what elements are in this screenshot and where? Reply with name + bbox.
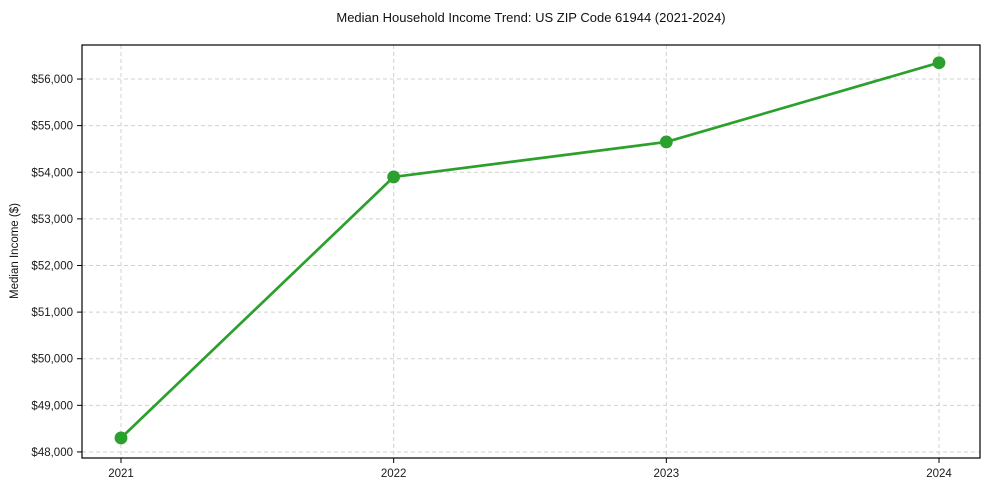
y-tick-label: $49,000	[31, 400, 73, 412]
y-tick-label: $52,000	[31, 260, 73, 272]
x-tick-label: 2023	[654, 468, 680, 480]
y-tick-label: $55,000	[31, 121, 73, 133]
data-point	[932, 56, 946, 70]
y-tick-label: $51,000	[31, 307, 73, 319]
y-tick-label: $56,000	[31, 74, 73, 86]
plot-frame	[81, 44, 981, 459]
x-tick-label: 2024	[926, 468, 952, 480]
y-axis-label: Median Income ($)	[9, 203, 21, 299]
x-tick-label: 2021	[108, 468, 134, 480]
y-tick-label: $50,000	[31, 354, 73, 366]
data-point	[659, 135, 673, 149]
y-tick-label: $48,000	[31, 447, 73, 459]
data-point	[114, 431, 128, 445]
y-tick-label: $53,000	[31, 214, 73, 226]
chart-title: Median Household Income Trend: US ZIP Co…	[336, 10, 726, 25]
x-tick-label: 2022	[381, 468, 407, 480]
data-point	[387, 170, 401, 184]
y-tick-label: $54,000	[31, 167, 73, 179]
trend-line	[119, 61, 941, 440]
y-axis-label-wrap: Median Income ($)	[0, 0, 30, 490]
